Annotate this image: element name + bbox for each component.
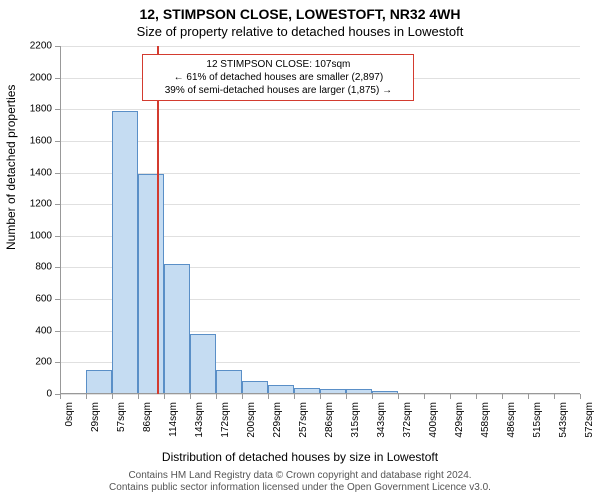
y-tick-mark (55, 109, 60, 110)
y-tick-label: 1200 (22, 199, 52, 210)
y-tick-label: 600 (22, 294, 52, 305)
x-tick-mark (528, 394, 529, 399)
x-tick-mark (216, 394, 217, 399)
x-tick-mark (190, 394, 191, 399)
footnote-line-2: Contains public sector information licen… (0, 482, 600, 494)
x-tick-label: 172sqm (220, 402, 231, 438)
annotation-line-3: 39% of semi-detached houses are larger (… (149, 84, 407, 97)
y-tick-label: 1000 (22, 230, 52, 241)
x-tick-label: 543sqm (558, 402, 569, 438)
histogram-bar (138, 174, 164, 394)
x-tick-label: 286sqm (324, 402, 335, 438)
x-tick-mark (86, 394, 87, 399)
x-tick-label: 257sqm (298, 402, 309, 438)
y-tick-mark (55, 331, 60, 332)
y-tick-mark (55, 141, 60, 142)
histogram-bar (112, 111, 138, 394)
annotation-line-1: 12 STIMPSON CLOSE: 107sqm (149, 58, 407, 71)
x-tick-mark (294, 394, 295, 399)
y-tick-label: 1400 (22, 167, 52, 178)
x-tick-mark (164, 394, 165, 399)
histogram-bar (164, 264, 190, 394)
histogram-bar (216, 370, 242, 394)
y-tick-mark (55, 173, 60, 174)
x-tick-label: 515sqm (532, 402, 543, 438)
x-tick-mark (398, 394, 399, 399)
x-tick-mark (450, 394, 451, 399)
y-tick-label: 1800 (22, 104, 52, 115)
y-tick-label: 1600 (22, 135, 52, 146)
x-tick-label: 229sqm (272, 402, 283, 438)
x-tick-label: 200sqm (246, 402, 257, 438)
x-tick-label: 429sqm (454, 402, 465, 438)
x-tick-label: 143sqm (194, 402, 205, 438)
x-tick-label: 458sqm (480, 402, 491, 438)
x-tick-label: 57sqm (116, 402, 127, 432)
x-tick-mark (580, 394, 581, 399)
y-tick-label: 400 (22, 325, 52, 336)
x-tick-mark (60, 394, 61, 399)
x-tick-mark (112, 394, 113, 399)
y-tick-mark (55, 78, 60, 79)
x-tick-mark (554, 394, 555, 399)
x-tick-mark (372, 394, 373, 399)
y-tick-mark (55, 267, 60, 268)
annotation-line-2: ← 61% of detached houses are smaller (2,… (149, 71, 407, 84)
x-tick-label: 86sqm (142, 402, 153, 432)
x-tick-mark (502, 394, 503, 399)
x-tick-label: 0sqm (64, 402, 75, 426)
x-tick-label: 372sqm (402, 402, 413, 438)
x-tick-mark (138, 394, 139, 399)
footnote-line-1: Contains HM Land Registry data © Crown c… (0, 470, 600, 482)
y-tick-mark (55, 204, 60, 205)
y-axis-label: Number of detached properties (4, 85, 18, 250)
x-tick-label: 114sqm (168, 402, 179, 437)
chart-title-subtitle: Size of property relative to detached ho… (0, 24, 600, 39)
chart-title-main: 12, STIMPSON CLOSE, LOWESTOFT, NR32 4WH (0, 6, 600, 22)
y-tick-label: 0 (22, 389, 52, 400)
gridline (60, 109, 580, 110)
y-tick-label: 200 (22, 357, 52, 368)
x-tick-mark (242, 394, 243, 399)
y-tick-label: 2000 (22, 72, 52, 83)
y-tick-mark (55, 236, 60, 237)
plot-area: 12 STIMPSON CLOSE: 107sqm← 61% of detach… (60, 46, 580, 394)
x-tick-label: 572sqm (584, 402, 595, 438)
x-tick-mark (424, 394, 425, 399)
chart-container: 12, STIMPSON CLOSE, LOWESTOFT, NR32 4WH … (0, 0, 600, 500)
y-axis-line (60, 46, 61, 394)
annotation-box: 12 STIMPSON CLOSE: 107sqm← 61% of detach… (142, 54, 414, 101)
x-tick-mark (268, 394, 269, 399)
x-tick-label: 400sqm (428, 402, 439, 438)
x-tick-mark (320, 394, 321, 399)
gridline (60, 46, 580, 47)
histogram-bar (190, 334, 216, 394)
x-tick-label: 343sqm (376, 402, 387, 438)
x-tick-label: 315sqm (350, 402, 361, 438)
gridline (60, 141, 580, 142)
x-axis-label: Distribution of detached houses by size … (0, 450, 600, 464)
y-tick-label: 800 (22, 262, 52, 273)
x-tick-label: 486sqm (506, 402, 517, 438)
y-tick-mark (55, 362, 60, 363)
x-tick-mark (346, 394, 347, 399)
x-tick-label: 29sqm (90, 402, 101, 432)
histogram-bar (86, 370, 112, 394)
x-tick-mark (476, 394, 477, 399)
y-tick-mark (55, 46, 60, 47)
y-tick-label: 2200 (22, 41, 52, 52)
y-tick-mark (55, 299, 60, 300)
